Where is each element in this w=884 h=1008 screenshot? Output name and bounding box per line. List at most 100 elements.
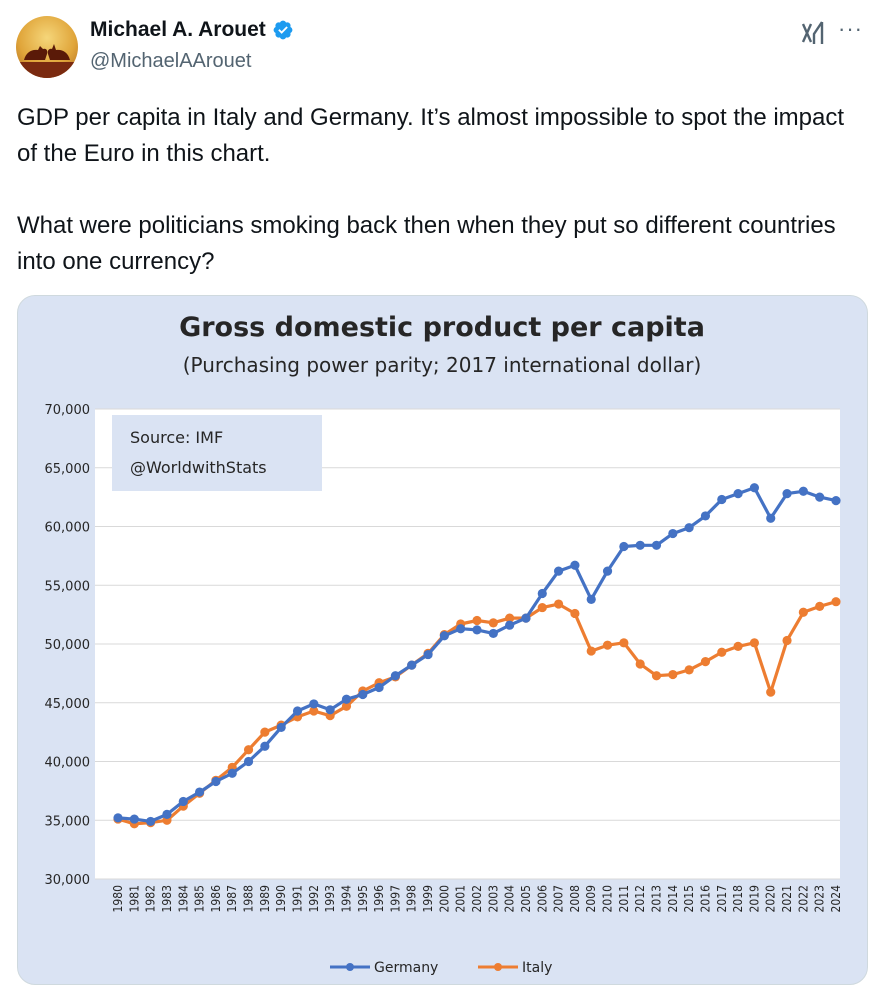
y-tick-label: 40,000 bbox=[45, 756, 91, 771]
x-tick-label: 1998 bbox=[405, 885, 419, 913]
y-tick-label: 65,000 bbox=[45, 462, 91, 477]
data-point-italy bbox=[586, 646, 596, 656]
data-point-italy bbox=[815, 601, 825, 611]
x-tick-label: 1989 bbox=[258, 885, 272, 913]
x-tick-label: 1992 bbox=[307, 885, 321, 912]
data-point-germany bbox=[358, 689, 368, 700]
source-handle: @WorldwithStats bbox=[130, 458, 267, 477]
chart-title: Gross domestic product per capita bbox=[179, 312, 705, 343]
data-point-germany bbox=[472, 625, 482, 635]
data-point-italy bbox=[537, 602, 547, 613]
data-point-germany bbox=[505, 620, 515, 630]
data-point-italy bbox=[700, 657, 711, 667]
data-point-germany bbox=[668, 528, 678, 539]
data-point-italy bbox=[668, 669, 678, 680]
data-point-germany bbox=[309, 699, 319, 709]
x-tick-label: 2002 bbox=[470, 885, 484, 912]
data-point-italy bbox=[602, 640, 613, 650]
data-point-germany bbox=[211, 776, 221, 787]
chart-legend: Germany Italy bbox=[330, 960, 552, 976]
x-tick-label: 2003 bbox=[486, 885, 500, 912]
data-point-italy bbox=[798, 607, 808, 617]
data-point-italy bbox=[488, 618, 498, 628]
x-tick-label: 2010 bbox=[601, 885, 615, 913]
data-point-germany bbox=[782, 489, 792, 499]
data-point-germany bbox=[635, 540, 645, 550]
author-handle[interactable]: @MichaelAArouet bbox=[90, 50, 252, 72]
x-tick-label: 1980 bbox=[111, 885, 125, 913]
grok-icon[interactable] bbox=[800, 20, 826, 46]
x-tick-label: 1985 bbox=[193, 885, 207, 912]
data-point-italy bbox=[766, 687, 776, 697]
data-point-italy bbox=[684, 665, 694, 675]
author-name-row[interactable]: Michael A. Arouet bbox=[90, 18, 294, 42]
x-tick-label: 1984 bbox=[176, 885, 190, 913]
x-tick-label: 2000 bbox=[437, 885, 451, 913]
data-point-italy bbox=[635, 659, 645, 669]
y-tick-label: 35,000 bbox=[45, 814, 91, 829]
data-point-germany bbox=[407, 660, 417, 670]
legend-marker-italy bbox=[494, 963, 502, 971]
data-point-italy bbox=[651, 671, 662, 681]
data-point-italy bbox=[749, 638, 760, 648]
x-tick-label: 1994 bbox=[339, 885, 353, 913]
y-axis-ticks: 30,000 35,000 40,000 45,000 50,000 55,000 60,0… bbox=[45, 403, 91, 888]
x-tick-label: 1995 bbox=[356, 885, 370, 912]
data-point-italy bbox=[553, 599, 564, 609]
avatar[interactable] bbox=[16, 16, 78, 78]
data-point-italy bbox=[570, 608, 580, 619]
x-tick-label: 2017 bbox=[715, 885, 729, 912]
data-point-germany bbox=[570, 560, 580, 570]
x-tick-label: 1981 bbox=[127, 885, 141, 912]
data-point-germany bbox=[456, 624, 466, 634]
more-icon[interactable]: ··· bbox=[838, 16, 863, 41]
legend-marker-germany bbox=[346, 963, 354, 971]
data-point-germany bbox=[390, 671, 401, 681]
x-tick-label: 2011 bbox=[617, 885, 631, 912]
y-tick-label: 60,000 bbox=[45, 521, 91, 536]
data-point-germany bbox=[700, 511, 711, 521]
data-point-germany bbox=[341, 694, 352, 704]
x-tick-label: 2022 bbox=[796, 885, 810, 912]
verified-badge-icon bbox=[273, 20, 293, 40]
x-axis-ticks: 1980 1981 1982 1983 1984 1985 1986 1987 1988 1989… bbox=[111, 885, 843, 913]
x-tick-label: 2007 bbox=[552, 885, 566, 912]
x-tick-label: 2012 bbox=[633, 885, 647, 912]
data-point-italy bbox=[782, 635, 792, 646]
data-point-germany bbox=[717, 494, 727, 505]
x-tick-label: 2016 bbox=[698, 885, 712, 913]
data-point-italy bbox=[309, 706, 319, 716]
data-point-germany bbox=[194, 787, 205, 797]
x-tick-label: 1990 bbox=[274, 885, 288, 913]
author-name[interactable]: Michael A. Arouet bbox=[90, 18, 266, 41]
data-point-italy bbox=[619, 638, 629, 648]
data-point-germany bbox=[602, 566, 613, 576]
data-point-italy bbox=[733, 641, 743, 651]
y-tick-label: 55,000 bbox=[45, 579, 91, 594]
data-point-italy bbox=[472, 615, 482, 626]
x-tick-label: 2009 bbox=[584, 885, 598, 913]
data-point-germany bbox=[684, 523, 694, 533]
tweet-media-chart[interactable]: Gross domestic product per capita (Purch… bbox=[17, 295, 868, 985]
data-point-germany bbox=[488, 628, 498, 639]
x-tick-label: 1986 bbox=[209, 885, 223, 913]
x-tick-label: 1991 bbox=[291, 885, 305, 912]
x-tick-label: 2024 bbox=[829, 885, 843, 913]
data-point-germany bbox=[831, 496, 841, 506]
x-tick-label: 2005 bbox=[519, 885, 533, 912]
data-point-italy bbox=[260, 727, 270, 737]
x-tick-label: 1993 bbox=[323, 885, 337, 912]
bull-bear-avatar-icon bbox=[16, 44, 78, 78]
x-tick-label: 1997 bbox=[388, 885, 402, 912]
x-tick-label: 2015 bbox=[682, 885, 696, 912]
data-point-germany bbox=[243, 756, 254, 767]
data-point-italy bbox=[341, 701, 352, 711]
data-point-germany bbox=[374, 682, 384, 693]
data-point-germany bbox=[521, 613, 531, 623]
x-tick-label: 2020 bbox=[764, 885, 778, 913]
data-point-germany bbox=[146, 816, 156, 827]
x-tick-label: 2006 bbox=[535, 885, 549, 913]
chart-series bbox=[113, 483, 841, 829]
source-label: Source: IMF bbox=[130, 428, 223, 447]
data-point-germany bbox=[553, 566, 564, 576]
